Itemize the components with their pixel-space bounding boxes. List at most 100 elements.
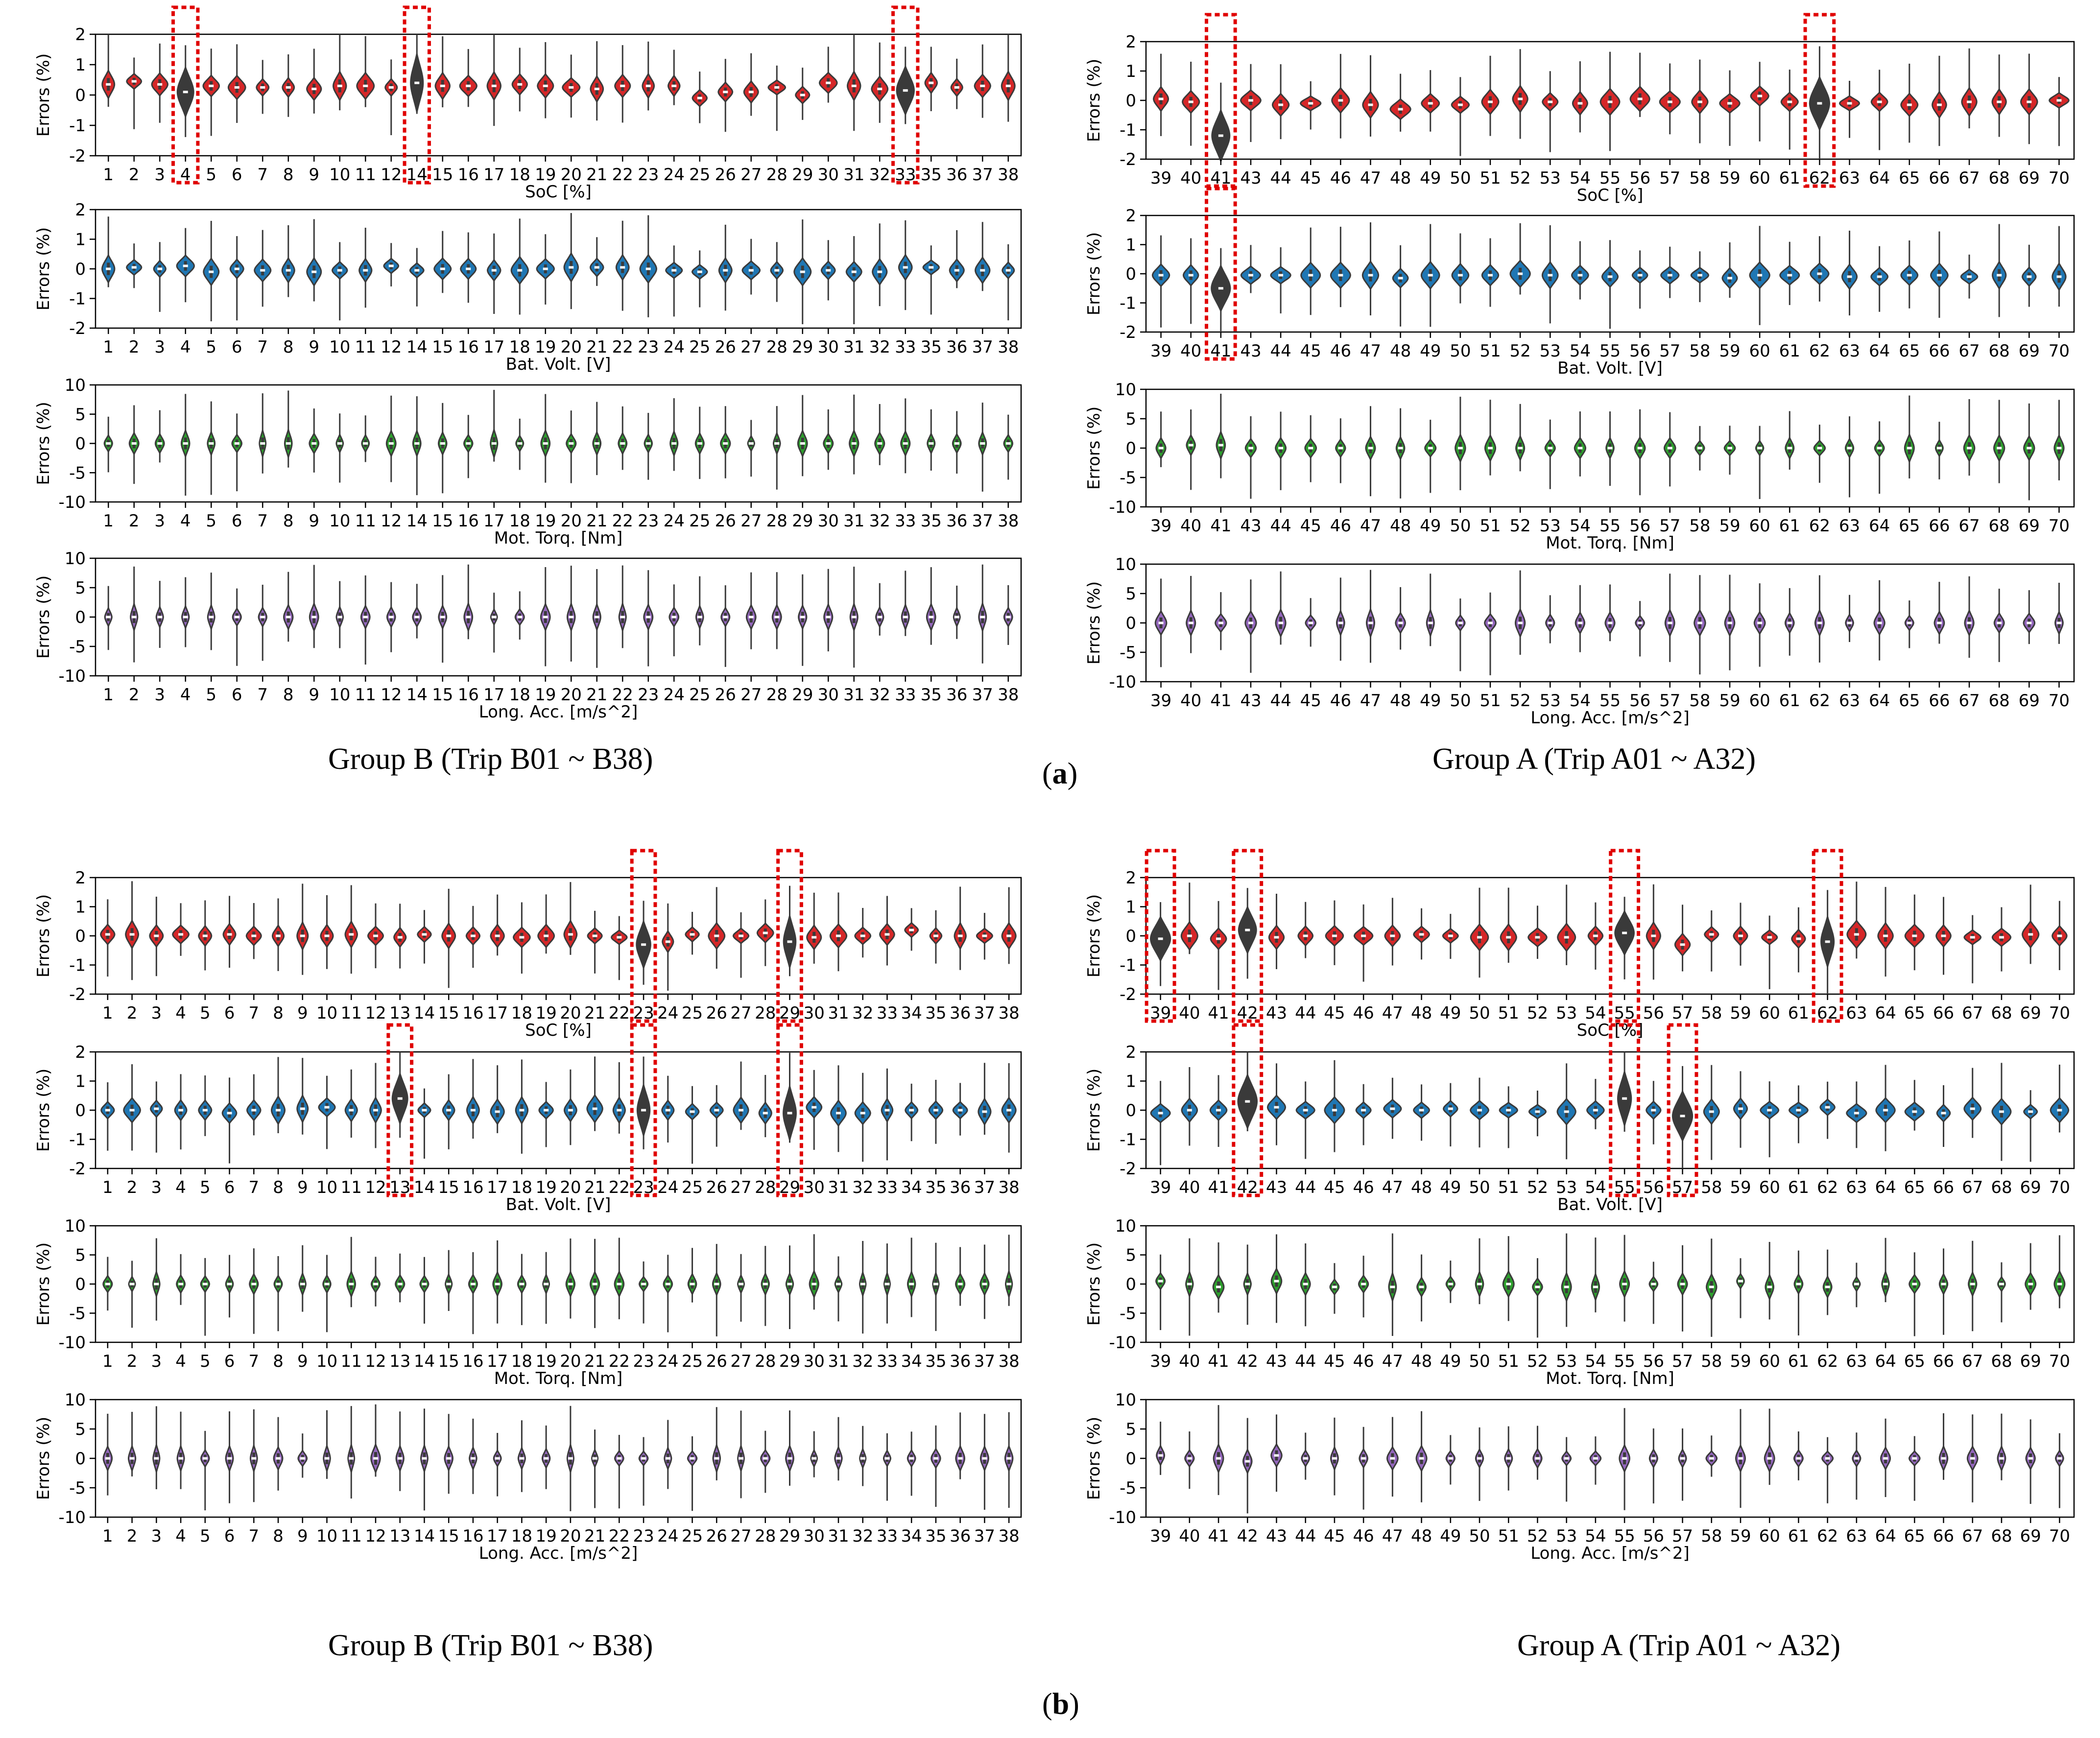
violin-median bbox=[1398, 108, 1403, 111]
x-tick-label: 20 bbox=[561, 511, 582, 531]
violin-median bbox=[260, 616, 265, 619]
x-tick-label: 7 bbox=[257, 165, 268, 185]
violin-median bbox=[1158, 97, 1164, 100]
violin-median bbox=[1651, 1109, 1656, 1112]
violin-median bbox=[909, 929, 914, 931]
violin-median bbox=[414, 81, 420, 84]
violin-median bbox=[2056, 99, 2062, 102]
x-tick-label: 6 bbox=[224, 1352, 235, 1371]
violin-median bbox=[1457, 103, 1463, 106]
x-tick-label: 24 bbox=[657, 1178, 678, 1197]
x-tick-label: 43 bbox=[1266, 1352, 1287, 1371]
x-tick-label: 37 bbox=[972, 165, 993, 185]
violin-median bbox=[446, 1283, 452, 1286]
violin-median bbox=[491, 616, 497, 619]
violin-median bbox=[1338, 274, 1343, 277]
violin-median bbox=[714, 934, 719, 937]
x-tick-label: 46 bbox=[1330, 341, 1351, 361]
violin-median bbox=[209, 442, 214, 445]
x-tick-label: 43 bbox=[1240, 516, 1261, 536]
violin-median bbox=[105, 1283, 110, 1286]
violin-median bbox=[1796, 1109, 1801, 1112]
x-tick-label: 12 bbox=[381, 337, 402, 357]
x-tick-label: 36 bbox=[946, 165, 967, 185]
x-tick-label: 33 bbox=[877, 1178, 898, 1197]
violin-median bbox=[1419, 1109, 1424, 1112]
violin-median bbox=[1883, 1457, 1888, 1460]
y-tick-label: 10 bbox=[65, 1390, 86, 1410]
violin-median bbox=[324, 934, 330, 937]
violin-median bbox=[739, 1109, 744, 1112]
x-tick-label: 65 bbox=[1904, 1352, 1925, 1371]
x-tick-label: 37 bbox=[974, 1178, 995, 1197]
violin-median bbox=[1448, 934, 1453, 937]
x-tick-label: 24 bbox=[657, 1352, 678, 1371]
x-tick-label: 26 bbox=[706, 1003, 727, 1023]
y-tick-label: -10 bbox=[58, 493, 86, 512]
x-tick-label: 46 bbox=[1330, 168, 1351, 188]
violin-median bbox=[234, 442, 239, 445]
x-tick-label: 10 bbox=[316, 1003, 337, 1023]
x-tick-label: 52 bbox=[1527, 1178, 1548, 1197]
x-tick-label: 43 bbox=[1266, 1526, 1287, 1546]
violin-median bbox=[337, 269, 342, 272]
x-axis-label: Mot. Torq. [Nm] bbox=[1546, 533, 1674, 553]
violin-median bbox=[1825, 1286, 1830, 1288]
violin-median bbox=[1158, 1112, 1163, 1115]
violin-median bbox=[1907, 274, 1912, 277]
violin-median bbox=[933, 1283, 938, 1286]
violin-median bbox=[202, 934, 208, 937]
violin-median bbox=[1709, 1286, 1714, 1288]
violin-median bbox=[2056, 621, 2062, 624]
x-tick-label: 52 bbox=[1527, 1003, 1548, 1023]
violin-median bbox=[1535, 936, 1540, 939]
x-tick-label: 20 bbox=[561, 685, 582, 705]
y-axis-label: Errors (%) bbox=[1084, 1242, 1104, 1326]
violin-median bbox=[1368, 103, 1373, 106]
violin-median bbox=[929, 442, 934, 445]
x-tick-label: 21 bbox=[584, 1352, 605, 1371]
x-tick-label: 6 bbox=[224, 1178, 235, 1197]
violin-median bbox=[1518, 447, 1523, 450]
panel-label-b: (b) bbox=[1042, 1688, 1079, 1721]
x-tick-label: 11 bbox=[355, 511, 376, 531]
violin-median bbox=[1006, 1109, 1012, 1112]
violin-median bbox=[227, 1112, 232, 1115]
x-tick-label: 1 bbox=[103, 511, 114, 531]
violin-median bbox=[129, 1109, 135, 1112]
violin-median bbox=[1847, 102, 1852, 105]
x-tick-label: 25 bbox=[689, 685, 710, 705]
x-tick-label: 38 bbox=[998, 1352, 1019, 1371]
x-tick-label: 14 bbox=[414, 1178, 435, 1197]
x-tick-label: 31 bbox=[828, 1352, 849, 1371]
x-tick-label: 67 bbox=[1958, 516, 1980, 536]
violin-median bbox=[1548, 100, 1553, 103]
y-axis-label: Errors (%) bbox=[1084, 1417, 1104, 1500]
y-tick-label: 0 bbox=[75, 1101, 86, 1120]
x-tick-label: 29 bbox=[792, 337, 813, 357]
violin-median bbox=[811, 1106, 817, 1109]
x-tick-label: 60 bbox=[1749, 168, 1770, 188]
x-tick-label: 29 bbox=[779, 1526, 800, 1546]
violin-median bbox=[543, 442, 548, 445]
violin-median bbox=[617, 1283, 622, 1286]
x-tick-label: 55 bbox=[1614, 1352, 1635, 1371]
violin-median bbox=[209, 616, 214, 619]
y-tick-label: -10 bbox=[1109, 1333, 1136, 1353]
x-tick-label: 14 bbox=[406, 337, 428, 357]
violin-median bbox=[517, 442, 523, 445]
violin-median bbox=[154, 1107, 159, 1110]
violin-median bbox=[671, 269, 677, 272]
y-tick-label: 1 bbox=[1125, 898, 1136, 917]
x-tick-label: 6 bbox=[232, 511, 242, 531]
x-tick-label: 43 bbox=[1240, 341, 1261, 361]
x-tick-label: 5 bbox=[200, 1003, 211, 1023]
x-tick-label: 26 bbox=[715, 337, 736, 357]
x-tick-label: 53 bbox=[1556, 1526, 1577, 1546]
violin-median bbox=[929, 266, 934, 269]
x-tick-label: 62 bbox=[1817, 1178, 1838, 1197]
x-tick-label: 4 bbox=[180, 165, 191, 185]
x-tick-label: 66 bbox=[1933, 1003, 1954, 1023]
violin-median bbox=[641, 1457, 646, 1460]
